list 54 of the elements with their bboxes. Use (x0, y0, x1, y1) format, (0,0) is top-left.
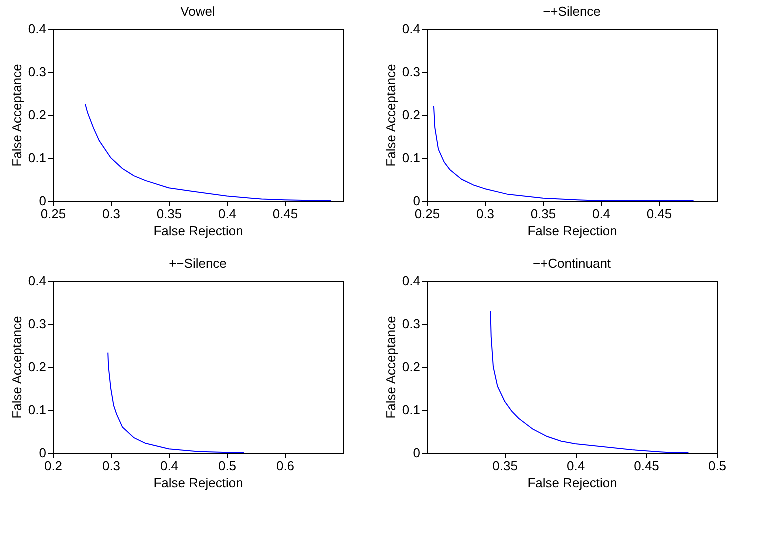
x-tick-label: 0.4 (160, 458, 179, 474)
y-axis-title: False Acceptance (9, 64, 24, 167)
x-tick-label: 0.25 (40, 206, 66, 222)
x-tick-label: 0.5 (218, 458, 237, 474)
y-tick-label: 0.3 (402, 316, 420, 332)
line-series (108, 352, 245, 454)
y-axis-title: False Acceptance (9, 316, 24, 419)
y-axis-title: False Acceptance (383, 64, 398, 167)
y-tick-label: 0.4 (402, 274, 420, 288)
y-tick-label: 0 (39, 446, 46, 460)
x-tick-label: 0.45 (634, 458, 660, 474)
line-series (433, 106, 694, 202)
x-axis-title: False Rejection (154, 476, 244, 490)
y-tick-label: 0.2 (28, 108, 46, 122)
y-tick-label: 0.3 (28, 316, 46, 332)
x-axis-title: False Rejection (528, 224, 618, 238)
chart-title: −+Continuant (532, 256, 612, 271)
y-tick-label: 0 (413, 446, 420, 460)
chart-title: Vowel (180, 4, 216, 19)
y-tick-label: 0.2 (402, 360, 420, 374)
chart-title: +−Silence (169, 256, 227, 271)
chart-title: −+Silence (543, 4, 601, 19)
y-tick-label: 0.1 (402, 402, 420, 418)
x-axis-title: False Rejection (528, 476, 618, 490)
y-tick-label: 0.4 (28, 274, 46, 288)
x-tick-label: 0.3 (476, 206, 495, 222)
y-tick-label: 0 (413, 194, 420, 208)
x-tick-label: 0.3 (102, 458, 121, 474)
x-tick-label: 0.45 (646, 206, 672, 222)
y-tick-label: 0.1 (28, 402, 46, 418)
line-series (490, 310, 690, 454)
x-tick-label: 0.4 (592, 206, 611, 222)
x-axis-title: False Rejection (154, 224, 244, 238)
line-series (84, 104, 332, 202)
y-tick-label: 0.2 (28, 360, 46, 374)
x-tick-label: 0.4 (567, 458, 586, 474)
x-tick-label: 0.35 (492, 458, 518, 474)
x-tick-label: 0.3 (102, 206, 121, 222)
x-tick-label: 0.5 (708, 458, 727, 474)
y-tick-label: 0.2 (402, 108, 420, 122)
y-tick-label: 0.3 (28, 64, 46, 80)
y-tick-label: 0.1 (28, 150, 46, 166)
y-tick-label: 0.3 (402, 64, 420, 80)
x-tick-label: 0.25 (414, 206, 440, 222)
x-tick-label: 0.35 (530, 206, 556, 222)
x-tick-label: 0.35 (156, 206, 182, 222)
y-tick-label: 0.4 (28, 22, 46, 36)
y-tick-label: 0 (39, 194, 46, 208)
y-tick-label: 0.1 (402, 150, 420, 166)
y-axis-title: False Acceptance (383, 316, 398, 419)
x-tick-label: 0.6 (276, 458, 295, 474)
x-tick-label: 0.4 (218, 206, 237, 222)
y-tick-label: 0.4 (402, 22, 420, 36)
x-tick-label: 0.45 (272, 206, 298, 222)
